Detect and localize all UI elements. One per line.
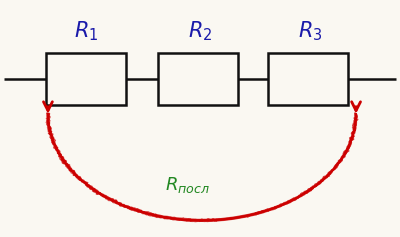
Text: $\mathit{R_2}$: $\mathit{R_2}$ <box>188 19 212 43</box>
Text: $\mathit{R_1}$: $\mathit{R_1}$ <box>74 19 98 43</box>
Text: $\mathit{R}_{посл}$: $\mathit{R}_{посл}$ <box>166 175 210 195</box>
Bar <box>268 53 348 105</box>
Bar <box>158 53 238 105</box>
Bar <box>46 53 126 105</box>
Text: $\mathit{R_3}$: $\mathit{R_3}$ <box>298 19 322 43</box>
